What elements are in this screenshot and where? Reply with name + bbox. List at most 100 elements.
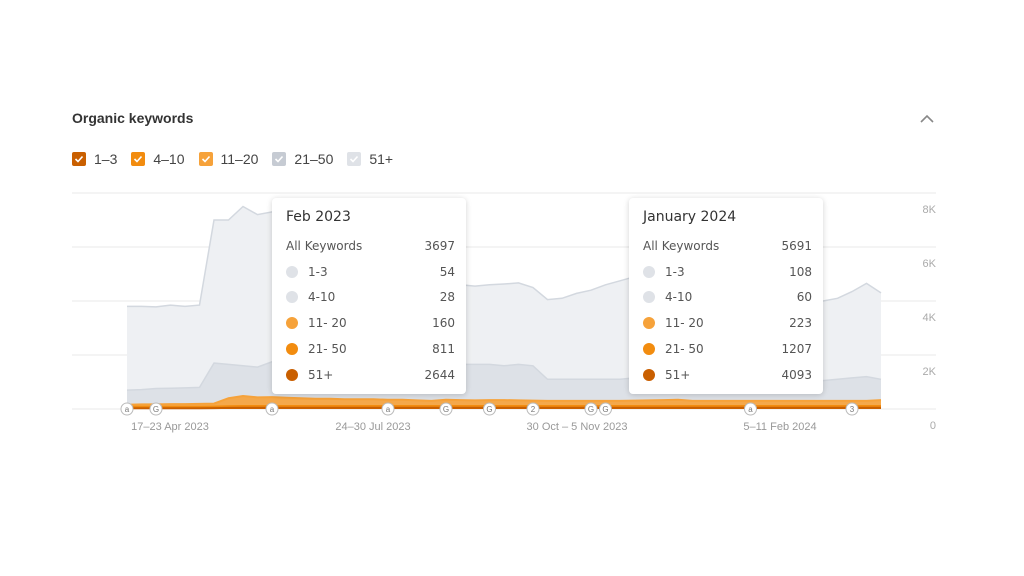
legend-item-4[interactable]: 51+	[347, 151, 393, 167]
series-line-3	[127, 405, 881, 408]
tooltip-row-value: 60	[796, 290, 812, 305]
event-marker	[439, 402, 453, 416]
series-dot	[643, 317, 655, 330]
event-marker-label: a	[125, 405, 130, 414]
tooltip-row-label: 51+	[308, 367, 334, 382]
tooltip-row: 4-10 28	[272, 285, 466, 311]
tooltip-row-value: 108	[789, 264, 812, 279]
legend-item-3[interactable]: 21–50	[272, 151, 333, 167]
tooltip-row: 51+ 2644	[272, 362, 466, 388]
event-marker-label: G	[153, 405, 159, 414]
event-marker	[483, 402, 496, 416]
event-marker-label: G	[602, 405, 608, 414]
tooltip-row-value: 54	[439, 264, 455, 279]
tooltip-row-value: 4093	[781, 367, 812, 382]
tooltip-row-label: 11- 20	[308, 316, 347, 331]
tooltip-row: 51+ 4093	[629, 362, 823, 388]
widget-title: Organic keywords	[72, 110, 194, 126]
legend-item-2[interactable]: 11–20	[198, 151, 259, 167]
tooltip-row-label: 4-10	[665, 290, 693, 305]
tooltip-row-label: 4-10	[308, 290, 336, 305]
tooltip-row-value: 811	[432, 342, 455, 357]
series-dot	[286, 368, 298, 381]
legend-label: 4–10	[153, 151, 185, 167]
series-dot	[643, 291, 655, 304]
tooltip-row-label: 21- 50	[665, 342, 704, 357]
tooltip-row-value: 5691	[781, 238, 812, 253]
x-tick-label: 5–11 Feb 2024	[743, 421, 816, 433]
legend-checkbox[interactable]	[272, 152, 287, 166]
tooltip-row-value: 160	[432, 316, 455, 331]
x-tick-label: 17–23 Apr 2023	[131, 421, 209, 433]
tooltip-row-value: 1207	[781, 342, 812, 357]
tooltip-row: All Keywords 3697	[272, 233, 466, 259]
tooltip-row: 11- 20 223	[629, 310, 823, 336]
tooltip-row-label: 1-3	[665, 264, 685, 279]
event-marker-label: a	[270, 405, 275, 414]
series-dot	[286, 343, 298, 356]
tooltip-period: Feb 2023	[286, 209, 351, 225]
event-marker-label: a	[748, 405, 753, 414]
check-icon	[134, 155, 143, 163]
event-marker-label: 2	[531, 405, 536, 414]
event-marker	[584, 402, 598, 416]
check-icon	[350, 155, 359, 163]
tooltip-row: 1-3 54	[272, 259, 466, 285]
tooltip-row: 21- 50 811	[272, 336, 466, 362]
event-marker-label: G	[588, 405, 594, 414]
x-tick-label: 24–30 Jul 2023	[335, 421, 410, 433]
chart-legend: 1–3 4–10 11–20 21–50 51+	[72, 151, 407, 167]
tooltip-jan-2024: January 2024 All Keywords 5691 1-3 108 4-10 6…	[629, 198, 823, 394]
series-dot	[286, 317, 298, 330]
series-dot	[286, 265, 298, 278]
legend-label: 1–3	[94, 151, 118, 167]
legend-checkbox[interactable]	[72, 152, 86, 166]
tooltip-feb-2023: Feb 2023 All Keywords 3697 1-3 54 4-10 28 11- …	[272, 198, 466, 394]
legend-item-0[interactable]: 1–3	[72, 151, 117, 167]
check-icon	[201, 155, 210, 163]
tooltip-row-value: 223	[789, 316, 812, 331]
event-marker	[265, 402, 279, 416]
tooltip-row-label: 51+	[665, 367, 691, 382]
event-marker-label: G	[443, 405, 449, 414]
tooltip-period: January 2024	[643, 209, 737, 225]
tooltip-row-value: 3697	[424, 238, 455, 253]
legend-checkbox[interactable]	[347, 152, 362, 166]
y-tick-label: 8K	[923, 204, 937, 216]
event-marker	[120, 402, 134, 416]
check-icon	[74, 155, 84, 163]
tooltip-row-label: 11- 20	[665, 316, 704, 331]
legend-item-1[interactable]: 4–10	[131, 151, 185, 167]
series-line-2	[126, 394, 882, 406]
event-marker	[381, 402, 395, 416]
series-dot	[643, 265, 655, 278]
tooltip-row: 1-3 108	[629, 259, 823, 285]
tooltip-row: 11- 20 160	[272, 310, 466, 336]
y-tick-label: 4K	[923, 312, 937, 324]
x-tick-label: 30 Oct – 5 Nov 2023	[527, 421, 628, 433]
legend-label: 11–20	[220, 151, 259, 167]
series-dot	[286, 291, 298, 304]
event-marker-label: a	[386, 405, 391, 414]
event-marker-label: G	[486, 405, 492, 414]
collapse-icon[interactable]	[918, 112, 936, 126]
y-tick-label: 2K	[923, 366, 937, 378]
event-marker	[526, 402, 540, 416]
tooltip-row-label: All Keywords	[286, 238, 363, 253]
tooltip-row-value: 2644	[424, 367, 455, 382]
event-marker	[845, 402, 859, 416]
legend-checkbox[interactable]	[198, 152, 213, 166]
tooltip-row-label: All Keywords	[643, 238, 720, 253]
tooltip-row: All Keywords 5691	[629, 233, 823, 259]
event-marker	[149, 402, 163, 416]
y-tick-label: 6K	[923, 258, 937, 270]
event-marker-label: 3	[850, 405, 855, 414]
legend-label: 21–50	[294, 151, 334, 167]
event-marker	[599, 402, 612, 416]
series-dot	[643, 368, 655, 381]
legend-checkbox[interactable]	[131, 152, 146, 166]
tooltip-row-label: 21- 50	[308, 342, 347, 357]
legend-label: 51+	[369, 151, 394, 167]
event-marker	[744, 402, 757, 416]
